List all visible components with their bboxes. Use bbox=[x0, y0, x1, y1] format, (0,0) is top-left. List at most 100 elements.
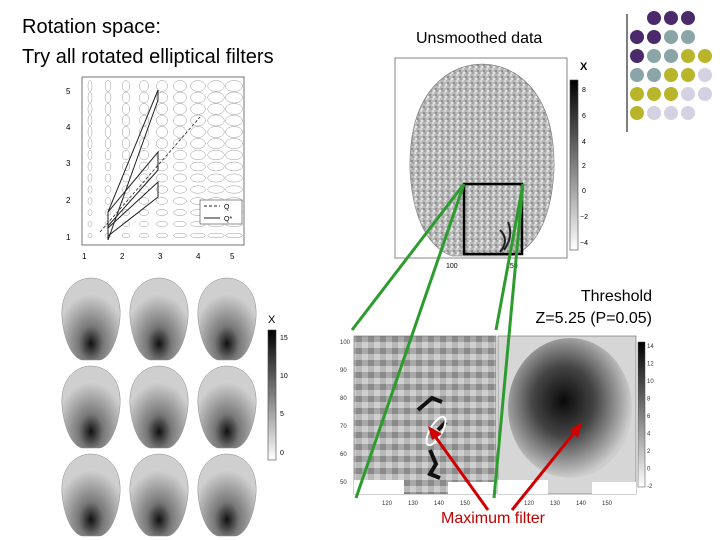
rotated-ellipse bbox=[173, 185, 187, 194]
decorative-dot bbox=[664, 68, 678, 82]
x-tick-150: 150 bbox=[506, 263, 518, 270]
x-tick-100: 100 bbox=[446, 263, 458, 270]
rotated-ellipse bbox=[156, 161, 168, 172]
fcb-tick-15: 15 bbox=[280, 335, 288, 342]
zoom-right-xtick: 150 bbox=[602, 501, 613, 507]
decorative-dot bbox=[664, 49, 678, 63]
cb-tick-0: 0 bbox=[582, 188, 586, 195]
decorative-dot bbox=[647, 106, 661, 120]
rotated-ellipse bbox=[173, 114, 187, 127]
decorative-dot-grid bbox=[630, 11, 712, 120]
unsmoothed-data-title: Unsmoothed data bbox=[416, 30, 543, 47]
rotated-ellipse bbox=[139, 232, 149, 239]
zoom-colorbar-tick: 4 bbox=[647, 432, 651, 438]
rotated-ellipse bbox=[104, 197, 112, 205]
rotated-ellipse bbox=[104, 80, 112, 92]
rotated-ellipse bbox=[139, 197, 149, 205]
rotated-ellipse bbox=[190, 161, 206, 172]
legend-qstar-text: Q* bbox=[224, 216, 232, 223]
rotated-ellipse bbox=[104, 185, 112, 194]
rotated-ellipse bbox=[190, 114, 206, 127]
zoom-left-ytick: 70 bbox=[340, 424, 347, 430]
zoom-colorbar bbox=[637, 341, 646, 488]
rotated-ellipse bbox=[104, 149, 112, 161]
zoom-left-ytick: 100 bbox=[340, 340, 351, 346]
rotated-ellipse bbox=[190, 185, 206, 194]
rotated-ellipse bbox=[87, 149, 93, 161]
rotated-ellipse bbox=[104, 114, 112, 127]
rotated-ellipse bbox=[156, 80, 168, 92]
y-tick-4: 4 bbox=[66, 123, 71, 132]
filtered-colorbar-label: X bbox=[268, 314, 276, 326]
rotated-ellipse bbox=[225, 103, 243, 115]
zoom-left-xtick: 140 bbox=[434, 501, 445, 507]
rotated-ellipse bbox=[156, 138, 168, 149]
filtered-brain-map bbox=[197, 453, 257, 537]
rotated-ellipse bbox=[173, 197, 187, 205]
rotated-ellipse bbox=[207, 149, 225, 161]
legend-q-text: Q bbox=[224, 204, 230, 211]
rotated-ellipse bbox=[121, 138, 131, 149]
rotated-ellipse bbox=[104, 138, 112, 149]
cb-tick-4: 4 bbox=[582, 139, 586, 146]
rotated-ellipse bbox=[139, 209, 149, 216]
rotated-ellipse bbox=[87, 209, 93, 216]
brain-map-grid bbox=[61, 277, 257, 537]
filter-region-inner bbox=[107, 180, 159, 238]
rotated-ellipse bbox=[156, 197, 168, 205]
decorative-dot bbox=[647, 87, 661, 101]
rotated-ellipse bbox=[87, 232, 93, 239]
arrow-head-left bbox=[428, 426, 442, 440]
rotated-ellipse bbox=[139, 173, 149, 183]
threshold-line-2: Z=5.25 (P=0.05) bbox=[535, 310, 652, 327]
connector-line-4 bbox=[492, 183, 525, 499]
rotated-ellipse bbox=[121, 80, 131, 92]
q-dashed-line bbox=[99, 116, 201, 233]
rotated-ellipse bbox=[207, 126, 225, 138]
rotated-ellipse bbox=[87, 197, 93, 205]
decorative-dot bbox=[664, 87, 678, 101]
threshold-line-1: Threshold bbox=[580, 288, 652, 305]
decorative-dot bbox=[664, 11, 678, 25]
x-tick-2: 2 bbox=[120, 252, 125, 261]
rotated-ellipse bbox=[121, 91, 131, 104]
title-line-1: Rotation space: bbox=[22, 16, 161, 38]
decorative-dot bbox=[681, 49, 695, 63]
rotated-ellipse bbox=[87, 185, 93, 194]
zoom-left-ytick: 90 bbox=[340, 368, 347, 374]
rotated-ellipse bbox=[225, 232, 243, 239]
rotated-ellipse bbox=[190, 80, 206, 92]
fcb-tick-10: 10 bbox=[280, 373, 288, 380]
fcb-tick-5: 5 bbox=[280, 411, 284, 418]
decorative-divider bbox=[626, 14, 628, 132]
rotated-ellipse bbox=[87, 161, 93, 172]
arrow-line-right bbox=[510, 427, 580, 511]
zoom-right-xtick: 140 bbox=[576, 501, 587, 507]
rotated-ellipse bbox=[173, 103, 187, 115]
rotated-ellipse bbox=[139, 126, 149, 138]
rotated-ellipse bbox=[104, 173, 112, 183]
rotated-ellipse bbox=[139, 80, 149, 92]
rotated-ellipse bbox=[87, 126, 93, 138]
decorative-dot bbox=[681, 106, 695, 120]
cb-tick-2: 2 bbox=[582, 163, 586, 170]
zoom-left-ytick: 80 bbox=[340, 396, 347, 402]
rotated-ellipse bbox=[156, 149, 168, 161]
threshold-label: Threshold Z=5.25 (P=0.05) bbox=[512, 286, 652, 330]
connector-line-1 bbox=[350, 183, 466, 331]
arrow-head-right bbox=[570, 422, 582, 438]
rotated-ellipse bbox=[190, 103, 206, 115]
decorative-dot bbox=[630, 30, 644, 44]
rotated-ellipse bbox=[173, 232, 187, 239]
zoom-right-mask-l bbox=[498, 480, 548, 494]
zoom-left-ytick: 60 bbox=[340, 452, 347, 458]
zoom-colorbar-ticks: 14 12 10 8 6 4 2 0 -2 bbox=[647, 344, 654, 490]
rotated-ellipse bbox=[121, 114, 131, 127]
zoom-colorbar-tick: 0 bbox=[647, 467, 651, 473]
zoom-left-yticks: 100 90 80 70 60 50 bbox=[340, 340, 351, 486]
rotated-ellipse bbox=[87, 221, 93, 227]
x-tick-5: 5 bbox=[230, 252, 235, 261]
rotated-ellipse bbox=[207, 80, 225, 92]
decorative-dot bbox=[647, 11, 661, 25]
rotated-ellipse bbox=[121, 221, 131, 227]
